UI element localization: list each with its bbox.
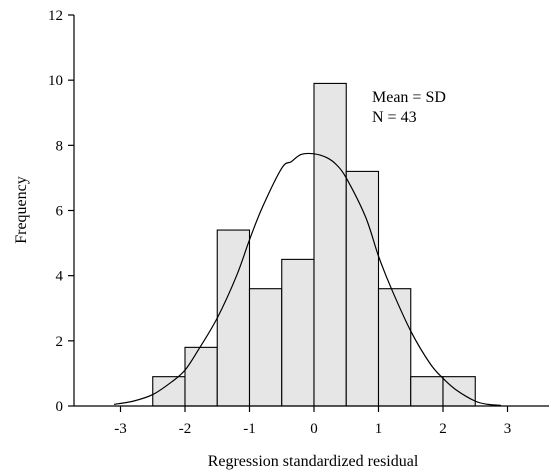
x-tick-label: 3: [504, 421, 512, 437]
histogram-bar: [345, 170, 380, 407]
annotation-n: N = 43: [372, 109, 417, 126]
histogram-bar: [313, 82, 347, 407]
y-axis-title: Frequency: [13, 176, 30, 244]
y-tick-label: 10: [48, 73, 63, 89]
histogram-bar: [184, 346, 218, 407]
y-tick-label: 12: [48, 8, 63, 24]
y-tick-label: 8: [56, 138, 64, 154]
histogram-bar: [377, 288, 412, 407]
x-tick-label: -3: [114, 421, 127, 437]
annotation-mean: Mean = SD: [372, 89, 446, 106]
x-tick-label: 2: [439, 421, 447, 437]
x-axis-title: Regression standardized residual: [208, 453, 419, 470]
histogram-bar: [281, 258, 315, 407]
x-tick-label: -2: [179, 421, 192, 437]
normal-curve: [113, 152, 502, 406]
histogram-bar: [410, 376, 444, 407]
y-tick-label: 0: [56, 399, 64, 415]
y-axis-ticks: 0 2 4 6 8 10 12: [48, 8, 74, 415]
x-axis-ticks: -3 -2 -1 0 1 2 3: [114, 406, 511, 437]
histogram-bar: [248, 288, 283, 407]
y-tick-label: 4: [56, 269, 64, 285]
histogram-bar: [216, 229, 251, 407]
x-tick-label: 1: [375, 421, 383, 437]
x-tick-label: -1: [243, 421, 256, 437]
x-tick-label: 0: [310, 421, 318, 437]
histogram-bars: [152, 82, 476, 407]
y-tick-label: 6: [56, 204, 64, 220]
y-tick-label: 2: [56, 334, 64, 350]
